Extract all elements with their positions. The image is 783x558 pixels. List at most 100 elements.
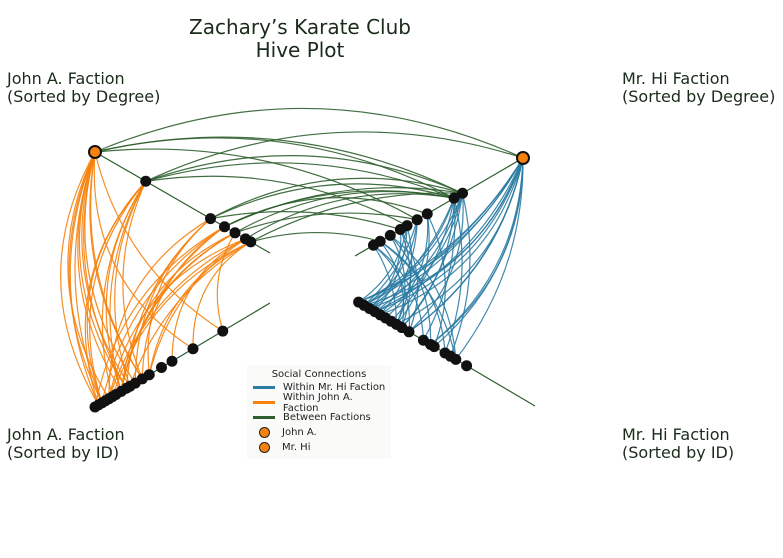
legend-label: John A. bbox=[282, 427, 317, 438]
edge-within-hi bbox=[399, 229, 412, 328]
legend-title: Social Connections bbox=[271, 369, 367, 380]
edge-between-factions bbox=[250, 192, 463, 243]
node bbox=[367, 239, 379, 251]
edge-within-hi bbox=[430, 157, 524, 345]
node bbox=[229, 227, 241, 239]
edge-within-john bbox=[108, 238, 246, 399]
edge-within-hi bbox=[369, 157, 524, 310]
node-john-a bbox=[88, 145, 102, 159]
edge-within-hi bbox=[455, 157, 524, 360]
edge-within-hi bbox=[449, 193, 471, 357]
edge-within-john bbox=[108, 218, 211, 399]
legend: Social Connections Within Mr. Hi Faction… bbox=[247, 365, 391, 459]
legend-item-within-hi: Within Mr. Hi Faction bbox=[253, 380, 391, 395]
chart-title: Zachary’s Karate Club Hive Plot bbox=[170, 16, 430, 62]
axis-label-john-id: John A. Faction (Sorted by ID) bbox=[7, 426, 125, 462]
edge-within-john bbox=[101, 226, 225, 403]
node bbox=[219, 221, 230, 233]
legend-swatch bbox=[253, 401, 275, 404]
node bbox=[457, 187, 469, 199]
edge-between-factions bbox=[145, 162, 455, 199]
legend-item-john: John A. bbox=[253, 425, 391, 440]
edge-within-hi bbox=[444, 198, 463, 354]
edge-within-hi bbox=[389, 234, 432, 345]
node bbox=[140, 175, 152, 187]
edge-within-hi bbox=[373, 244, 411, 332]
edge-within-john bbox=[192, 241, 252, 349]
axis-label-line: John A. Faction bbox=[7, 425, 125, 444]
edge-between-factions bbox=[210, 177, 463, 220]
node-mr-hi bbox=[516, 151, 530, 165]
edge-between-factions bbox=[94, 148, 418, 221]
edge-between-factions bbox=[245, 193, 455, 240]
edge-between-factions bbox=[145, 155, 463, 194]
edge-between-factions bbox=[210, 183, 455, 220]
edge-within-hi bbox=[373, 244, 424, 341]
edge-between-factions bbox=[210, 211, 401, 231]
axis-label-line: Mr. Hi Faction bbox=[622, 69, 730, 88]
edge-within-john bbox=[68, 151, 103, 404]
node bbox=[421, 208, 433, 220]
edge-between-factions bbox=[94, 136, 463, 194]
axis-label-line: John A. Faction bbox=[7, 69, 125, 88]
axis-label-line: (Sorted by Degree) bbox=[7, 87, 161, 106]
axis-label-line: (Sorted by ID) bbox=[7, 443, 120, 462]
edge-within-john bbox=[148, 238, 246, 375]
edge-within-john bbox=[94, 151, 224, 332]
legend-marker bbox=[259, 442, 270, 453]
legend-label: Within Mr. Hi Faction bbox=[283, 382, 386, 393]
edge-within-john bbox=[120, 232, 236, 392]
node bbox=[411, 214, 423, 226]
edge-within-john bbox=[147, 218, 211, 375]
edge-within-john bbox=[84, 180, 147, 406]
node bbox=[428, 341, 440, 353]
node bbox=[217, 325, 229, 337]
edge-within-john bbox=[120, 232, 236, 392]
node bbox=[384, 229, 396, 241]
node bbox=[143, 369, 155, 381]
edge-within-hi bbox=[408, 193, 464, 333]
nodes-group bbox=[88, 145, 530, 413]
edge-within-hi bbox=[379, 240, 446, 354]
axis-label-hi-degree: Mr. Hi Faction (Sorted by Degree) bbox=[622, 70, 775, 106]
edge-within-john bbox=[74, 151, 103, 404]
edge-within-hi bbox=[399, 229, 419, 333]
edge-within-hi bbox=[395, 213, 430, 325]
edges-john-group bbox=[60, 151, 252, 408]
edge-within-hi bbox=[374, 157, 524, 313]
node bbox=[166, 355, 178, 367]
node bbox=[461, 360, 473, 372]
edge-within-john bbox=[69, 151, 100, 406]
axis-label-line: (Sorted by Degree) bbox=[622, 87, 776, 106]
legend-swatch bbox=[253, 416, 275, 419]
edge-within-john bbox=[94, 226, 225, 408]
edge-between-factions bbox=[250, 231, 381, 243]
edge-within-john bbox=[122, 181, 147, 380]
edge-within-hi bbox=[389, 234, 457, 360]
legend-item-between: Between Factions bbox=[253, 410, 391, 425]
edge-within-john bbox=[89, 180, 147, 403]
edge-within-john bbox=[216, 232, 236, 332]
edge-within-hi bbox=[422, 198, 456, 341]
edge-within-hi bbox=[372, 244, 398, 325]
edge-within-john bbox=[148, 241, 252, 375]
edge-within-hi bbox=[379, 240, 405, 328]
node bbox=[448, 192, 460, 204]
edge-within-hi bbox=[374, 225, 408, 313]
title-line-2: Hive Plot bbox=[255, 38, 345, 62]
edges-between-group bbox=[94, 107, 524, 243]
node bbox=[403, 326, 415, 338]
edge-within-hi bbox=[408, 157, 524, 333]
edge-between-factions bbox=[145, 131, 524, 182]
axis-label-john-degree: John A. Faction (Sorted by Degree) bbox=[7, 70, 160, 106]
node bbox=[156, 361, 167, 373]
legend-item-hi: Mr. Hi bbox=[253, 440, 391, 455]
edge-within-hi bbox=[363, 219, 418, 306]
edge-within-hi bbox=[369, 157, 524, 310]
edge-between-factions bbox=[145, 175, 408, 227]
edges-hi-group bbox=[358, 157, 524, 360]
node bbox=[394, 224, 406, 236]
edge-within-john bbox=[60, 151, 100, 406]
legend-label: Between Factions bbox=[283, 412, 371, 423]
edge-within-hi bbox=[379, 219, 418, 316]
